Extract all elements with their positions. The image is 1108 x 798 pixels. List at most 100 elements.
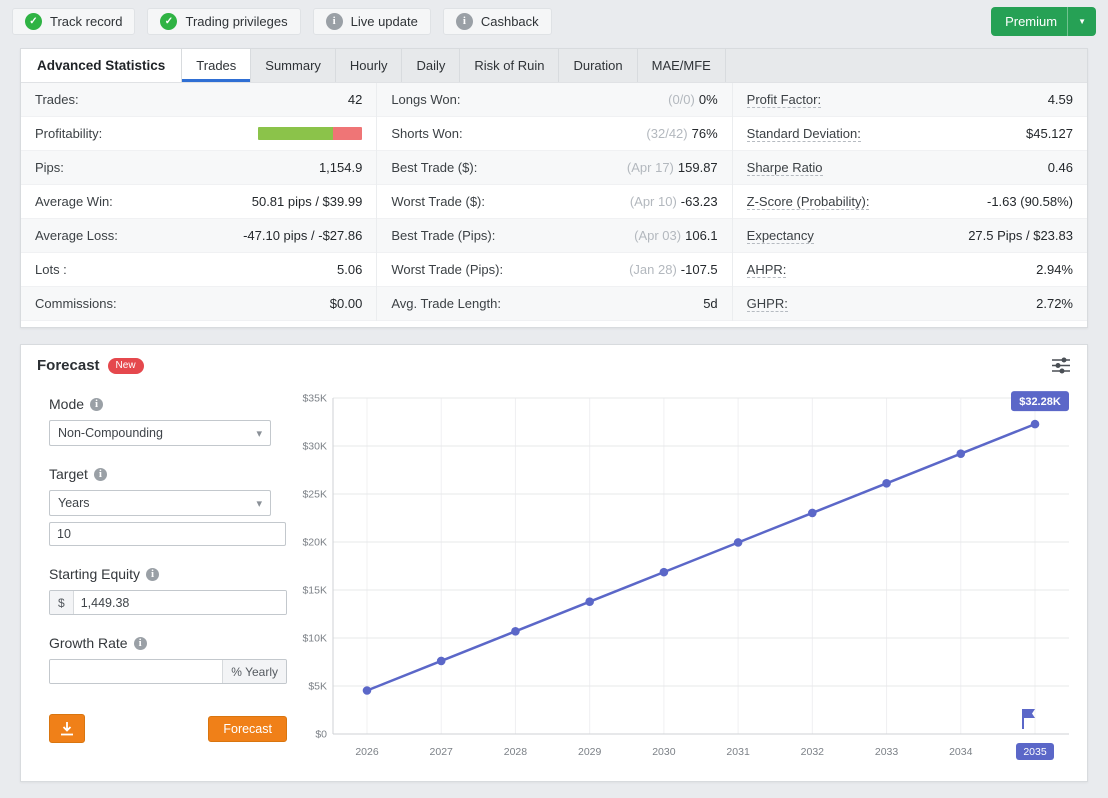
- x-axis-tick: 2035: [1023, 746, 1047, 758]
- forecast-actions: Forecast: [49, 714, 287, 743]
- forecast-button[interactable]: Forecast: [208, 715, 287, 742]
- chart-settings-icon[interactable]: [1051, 357, 1071, 374]
- chart-point[interactable]: [511, 626, 520, 636]
- chart-point[interactable]: [733, 538, 743, 547]
- info-icon[interactable]: [146, 567, 160, 581]
- mode-select-value: Non-Compounding: [58, 426, 163, 440]
- y-axis-tick: $30K: [302, 441, 327, 453]
- stat-value: (Apr 03) 106.1: [634, 228, 718, 243]
- chart-point[interactable]: [882, 479, 891, 488]
- stat-label[interactable]: GHPR:: [746, 295, 788, 312]
- chevron-down-icon: [256, 496, 262, 510]
- stat-value-main: -63.23: [680, 194, 718, 209]
- stat-value-main: 106.1: [685, 228, 718, 243]
- stat-value: (Apr 10) -63.23: [630, 194, 718, 209]
- x-axis-tick: 2033: [875, 746, 899, 758]
- tab-summary[interactable]: Summary: [251, 49, 336, 82]
- info-icon[interactable]: [93, 467, 107, 481]
- tab-trades[interactable]: Trades: [182, 49, 252, 82]
- stat-label[interactable]: Standard Deviation:: [746, 125, 861, 142]
- y-axis-tick: $20K: [302, 537, 327, 549]
- stat-label: Profitability:: [35, 126, 103, 141]
- stat-label: Commissions:: [35, 296, 117, 311]
- starting-equity-input[interactable]: [73, 591, 286, 614]
- stat-label[interactable]: Sharpe Ratio: [746, 159, 823, 176]
- stat-label[interactable]: Profit Factor:: [746, 91, 822, 108]
- info-icon: [325, 12, 343, 30]
- stat-value-muted: (Apr 10): [629, 194, 677, 209]
- stat-value: 4.59: [1048, 92, 1073, 107]
- tab-advanced-statistics[interactable]: Advanced Statistics: [21, 49, 183, 82]
- stat-row: Trades: 42: [21, 83, 377, 117]
- tab-risk-of-ruin[interactable]: Risk of Ruin: [460, 49, 560, 82]
- stat-value: [258, 127, 363, 140]
- info-icon[interactable]: [133, 636, 147, 650]
- stat-label[interactable]: Expectancy: [746, 227, 814, 244]
- stat-value-main: 27.5 Pips / $23.83: [968, 228, 1073, 243]
- chart-point[interactable]: [956, 449, 966, 458]
- stat-value-main: 159.87: [677, 160, 718, 175]
- growth-rate-group: % Yearly: [49, 659, 287, 684]
- cashback-badge[interactable]: Cashback: [442, 7, 552, 35]
- tab-daily[interactable]: Daily: [402, 49, 461, 82]
- chart-point[interactable]: [436, 656, 446, 666]
- track-record-badge[interactable]: Track record: [12, 7, 136, 35]
- stat-value-main: 2.72%: [1036, 296, 1073, 311]
- stat-value: (0/0) 0%: [668, 92, 718, 107]
- stat-row: Avg. Trade Length: 5d: [377, 287, 732, 321]
- stat-value: 50.81 pips / $39.99: [252, 194, 363, 209]
- download-icon: [61, 721, 73, 735]
- target-label: Target: [49, 466, 285, 482]
- stat-label[interactable]: AHPR:: [746, 261, 787, 278]
- premium-button[interactable]: Premium: [991, 6, 1096, 36]
- stat-value: 5.06: [337, 262, 362, 277]
- chart-point[interactable]: [659, 567, 669, 577]
- stats-column-2: Longs Won: (0/0) 0% Shorts Won: (32/42) …: [376, 83, 732, 321]
- growth-rate-input[interactable]: [50, 660, 223, 683]
- starting-equity-group: $: [49, 590, 287, 615]
- stat-row: Profitability:: [21, 117, 377, 151]
- stat-row: Standard Deviation: $45.127: [732, 117, 1087, 151]
- profitability-bar: [258, 127, 363, 140]
- stat-row: Commissions: $0.00: [21, 287, 377, 321]
- tab-mae-mfe[interactable]: MAE/MFE: [638, 49, 726, 82]
- stat-value: $0.00: [330, 296, 363, 311]
- chart-point[interactable]: [1030, 419, 1040, 429]
- starting-equity-label: Starting Equity: [49, 566, 285, 582]
- stat-value-main: 5d: [703, 296, 718, 311]
- y-axis-tick: $25K: [302, 489, 327, 501]
- stat-label: Shorts Won:: [391, 126, 463, 141]
- stat-label: Worst Trade ($):: [391, 194, 486, 209]
- stat-row: AHPR: 2.94%: [732, 253, 1087, 287]
- tab-duration[interactable]: Duration: [559, 49, 638, 82]
- tab-hourly[interactable]: Hourly: [336, 49, 403, 82]
- stat-value: 2.72%: [1036, 296, 1073, 311]
- info-icon[interactable]: [90, 397, 104, 411]
- topbar: Track record Trading privileges Live upd…: [0, 0, 1108, 42]
- stat-value: 2.94%: [1036, 262, 1073, 277]
- stat-value-main: 42: [347, 92, 363, 107]
- target-select[interactable]: Years: [49, 490, 271, 516]
- end-value-label: $32.28K: [1019, 396, 1061, 408]
- stat-row: Pips: 1,154.9: [21, 151, 377, 185]
- trading-privileges-badge[interactable]: Trading privileges: [147, 7, 301, 35]
- chart-point[interactable]: [808, 508, 817, 518]
- growth-rate-unit: % Yearly: [222, 660, 286, 683]
- x-axis-tick: 2034: [949, 746, 973, 758]
- chart-point[interactable]: [362, 686, 372, 695]
- live-update-badge[interactable]: Live update: [312, 7, 431, 35]
- growth-rate-label: Growth Rate: [49, 635, 285, 651]
- stat-row: Worst Trade ($): (Apr 10) -63.23: [377, 185, 732, 219]
- download-button[interactable]: [49, 714, 85, 743]
- stat-label[interactable]: Z-Score (Probability):: [746, 193, 870, 210]
- forecast-header: Forecast New: [21, 345, 1087, 378]
- x-axis-tick: 2032: [801, 746, 825, 758]
- stat-row: Longs Won: (0/0) 0%: [377, 83, 732, 117]
- chart-point[interactable]: [585, 597, 594, 607]
- track-record-label: Track record: [50, 13, 123, 29]
- stat-value-main: -107.5: [680, 262, 718, 277]
- target-count-input[interactable]: [49, 522, 286, 546]
- x-axis-tick: 2030: [652, 746, 676, 758]
- mode-select[interactable]: Non-Compounding: [49, 420, 271, 446]
- chart-line: [366, 422, 1036, 692]
